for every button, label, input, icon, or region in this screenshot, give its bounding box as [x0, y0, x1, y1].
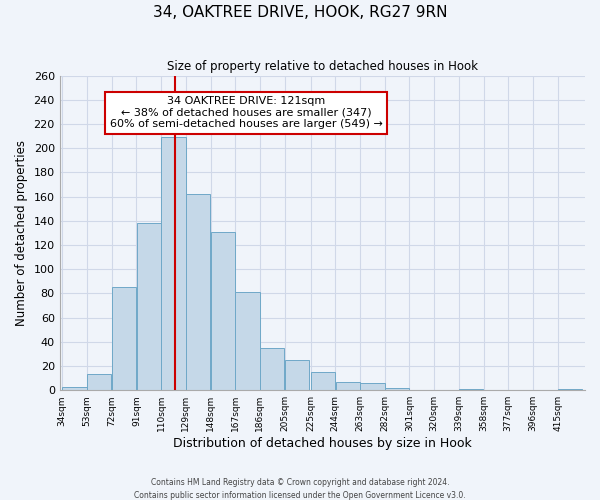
- X-axis label: Distribution of detached houses by size in Hook: Distribution of detached houses by size …: [173, 437, 472, 450]
- Text: 34 OAKTREE DRIVE: 121sqm
← 38% of detached houses are smaller (347)
60% of semi-: 34 OAKTREE DRIVE: 121sqm ← 38% of detach…: [110, 96, 383, 129]
- Bar: [285, 360, 309, 390]
- Text: Contains HM Land Registry data © Crown copyright and database right 2024.
Contai: Contains HM Land Registry data © Crown c…: [134, 478, 466, 500]
- Text: 34, OAKTREE DRIVE, HOOK, RG27 9RN: 34, OAKTREE DRIVE, HOOK, RG27 9RN: [153, 5, 447, 20]
- Bar: [558, 389, 582, 390]
- Bar: [161, 138, 185, 390]
- Bar: [385, 388, 409, 390]
- Bar: [235, 292, 260, 390]
- Y-axis label: Number of detached properties: Number of detached properties: [15, 140, 28, 326]
- Bar: [311, 372, 335, 390]
- Bar: [260, 348, 284, 390]
- Bar: [62, 386, 87, 390]
- Title: Size of property relative to detached houses in Hook: Size of property relative to detached ho…: [167, 60, 478, 73]
- Bar: [87, 374, 112, 390]
- Bar: [137, 223, 161, 390]
- Bar: [112, 288, 136, 390]
- Bar: [335, 382, 360, 390]
- Bar: [186, 194, 211, 390]
- Bar: [360, 383, 385, 390]
- Bar: [459, 389, 484, 390]
- Bar: [211, 232, 235, 390]
